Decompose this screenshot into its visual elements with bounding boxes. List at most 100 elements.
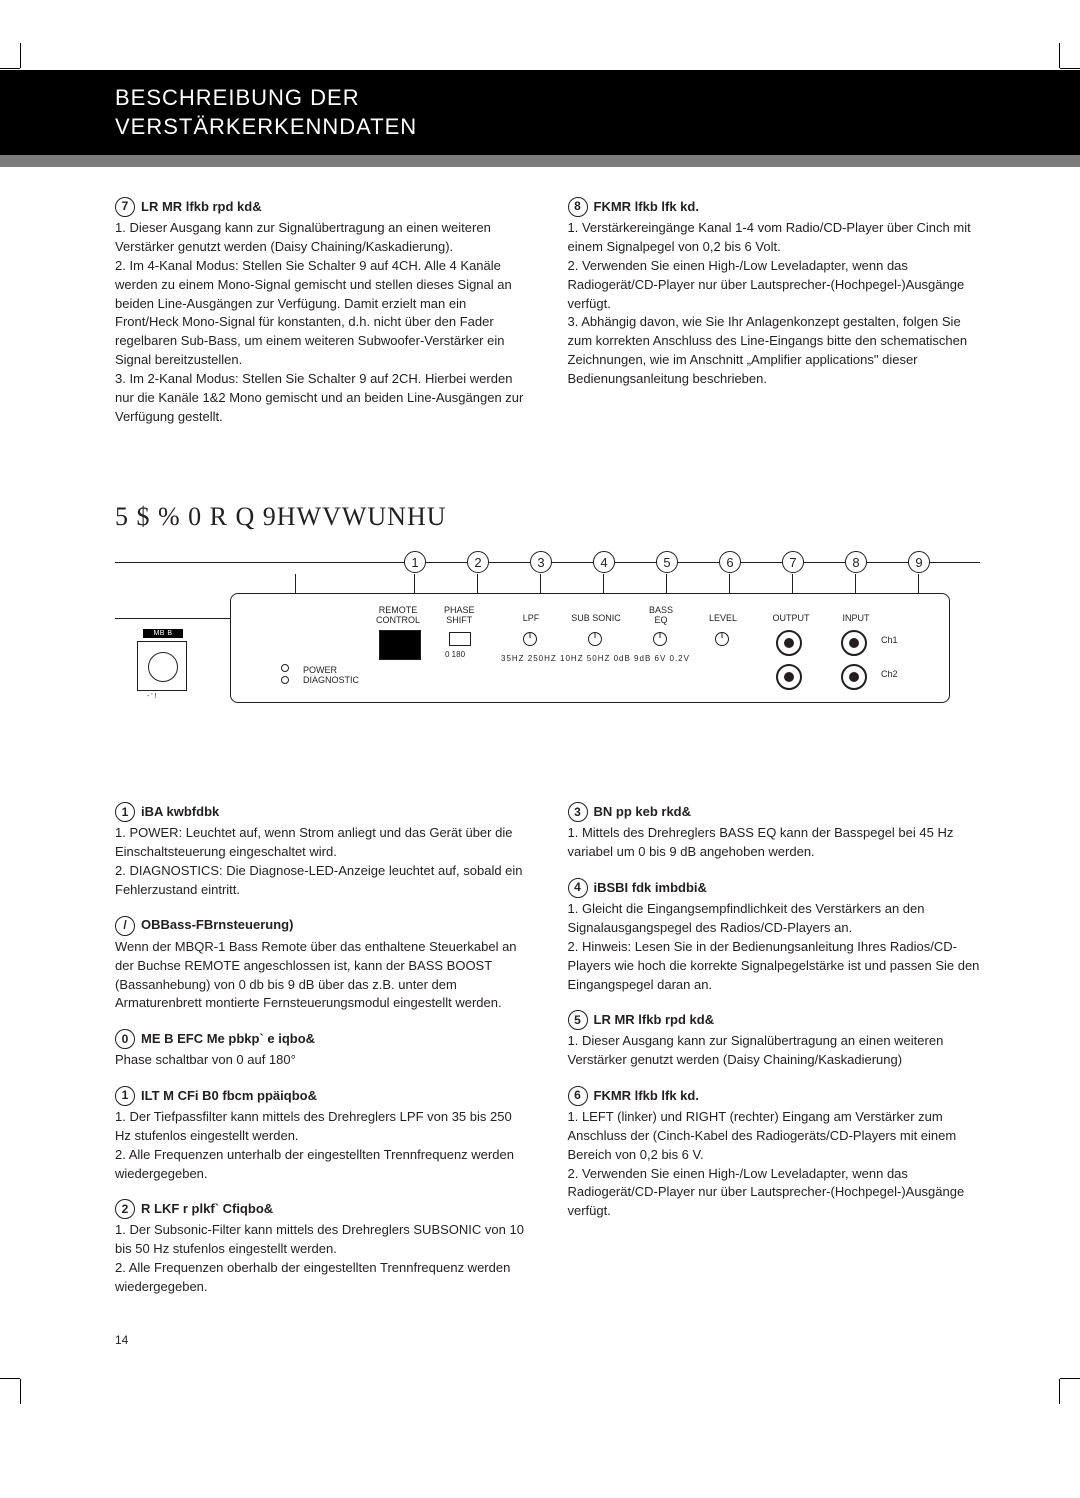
callout-9: 9 (908, 551, 930, 573)
callout-8: 8 (845, 551, 867, 573)
item-8: 8 FKMR lfkb lfk kd. 1. Verstärkereingäng… (568, 197, 981, 389)
output-label: OUTPUT (766, 614, 816, 624)
remote-label: REMOTE CONTROL (376, 606, 420, 626)
item-title: ILT M CFi B0 fbcm ppäiqbo& (141, 1087, 317, 1106)
num-circle: 5 (568, 1010, 588, 1030)
item-body: 1. Dieser Ausgang kann zur Signalübertra… (115, 219, 528, 426)
top-right-col: 8 FKMR lfkb lfk kd. 1. Verstärkereingäng… (568, 197, 981, 442)
num-circle: 7 (115, 197, 135, 217)
item-body: 1. Gleicht die Eingangsempfindlichkeit d… (568, 900, 981, 994)
list-item: 5 LR MR lfkb rpd kd&1. Dieser Ausgang kan… (568, 1010, 981, 1070)
item-title: FKMR lfkb lfk kd. (594, 1087, 699, 1106)
gain-knob (137, 641, 187, 691)
power-label: POWER DIAGNOSTIC (303, 666, 359, 686)
page: BESCHREIBUNG DER VERSTÄRKERKENNDATEN 7 L… (0, 70, 1080, 1377)
num-circle: 8 (568, 197, 588, 217)
callout-numbers: 1 2 3 4 5 6 7 8 9 (404, 551, 930, 573)
list-item: 1 iBA kwbfdbk 1. POWER: Leuchtet auf, wenn… (115, 802, 528, 899)
list-item: / OBBass-FBrnsteuerung) Wenn der MBQR-1 B… (115, 916, 528, 1013)
diag-led (281, 676, 289, 684)
item-body: Phase schaltbar von 0 auf 180° (115, 1051, 528, 1070)
output-rca-1 (776, 630, 802, 656)
callout-6: 6 (719, 551, 741, 573)
callout-5: 5 (656, 551, 678, 573)
range-label: 35HZ 250HZ 10HZ 50HZ 0dB 9dB 6V 0.2V (501, 654, 690, 663)
item-title: LR MR lfkb rpd kd& (594, 1011, 715, 1030)
item-body: 1. Verstärkereingänge Kanal 1-4 vom Radi… (568, 219, 981, 389)
callout-4: 4 (593, 551, 615, 573)
phase-label: PHASE SHIFT (444, 606, 475, 626)
amplifier-diagram: 1 2 3 4 5 6 7 8 9 MB B - ' ! POWER D (115, 562, 980, 762)
item-title: FKMR lfkb lfk kd. (594, 198, 699, 217)
bottom-left-col: 1 iBA kwbfdbk 1. POWER: Leuchtet auf, wenn… (115, 802, 528, 1312)
gain-label: MB B (143, 629, 183, 638)
item-title: BN pp keb rkd& (594, 803, 692, 822)
lpf-knob (523, 632, 537, 646)
phase-range: 0 180 (445, 650, 465, 659)
power-led (281, 664, 289, 672)
crop-mark (20, 1359, 50, 1389)
subsonic-label: SUB SONIC (566, 614, 626, 624)
page-number: 14 (115, 1333, 980, 1347)
item-title: R LKF r plkf` Cfiqbo& (141, 1200, 273, 1219)
level-knob (715, 632, 729, 646)
list-item: 2 R LKF r plkf` Cfiqbo&1. Der Subsonic-F… (115, 1199, 528, 1296)
item-title: OBBass-FBrnsteuerung) (141, 916, 293, 935)
num-circle: 4 (568, 878, 588, 898)
num-circle: 2 (115, 1199, 135, 1219)
basseq-label: BASS EQ (641, 606, 681, 626)
callout-3: 3 (530, 551, 552, 573)
item-title: iBSBI fdk imbdbi& (594, 879, 707, 898)
item-title: iBA kwbfdbk (141, 803, 219, 822)
panel-side-line (115, 618, 235, 619)
header-line1: BESCHREIBUNG DER (115, 84, 1080, 113)
output-rca-2 (776, 664, 802, 690)
crop-mark (1030, 58, 1060, 88)
num-circle: 1 (115, 802, 135, 822)
num-circle: 1 (115, 1086, 135, 1106)
level-label: LEVEL (703, 614, 743, 624)
input-rca-2 (841, 664, 867, 690)
list-item: 1 ILT M CFi B0 fbcm ppäiqbo&1. Der Tiefp… (115, 1086, 528, 1183)
crop-mark (20, 58, 50, 88)
item-body: 1. POWER: Leuchtet auf, wenn Strom anlie… (115, 824, 528, 899)
top-left-col: 7 LR MR lfkb rpd kd& 1. Dieser Ausgang k… (115, 197, 528, 442)
gain-sub: - ' ! (147, 693, 157, 700)
item-body: 1. Mittels des Drehreglers BASS EQ kann … (568, 824, 981, 862)
callout-1: 1 (404, 551, 426, 573)
item-title: ME B EFC Me pbkp` e iqbo& (141, 1030, 315, 1049)
list-item: 4 iBSBI fdk imbdbi&1. Gleicht die Eingang… (568, 878, 981, 994)
phase-switch (449, 632, 471, 646)
ch1-label: Ch1 (881, 636, 898, 646)
top-section: 7 LR MR lfkb rpd kd& 1. Dieser Ausgang k… (115, 197, 980, 442)
list-item: 6 FKMR lfkb lfk kd. 1. LEFT (linker) und R… (568, 1086, 981, 1221)
item-body: 1. Dieser Ausgang kann zur Signalübertra… (568, 1032, 981, 1070)
num-circle: 0 (115, 1029, 135, 1049)
lpf-label: LPF (511, 614, 551, 624)
header-line2: VERSTÄRKERKENNDATEN (115, 113, 1080, 142)
product-title: 5 $ % 0 R Q 9HWVWUNHU (115, 502, 980, 532)
subsonic-knob (588, 632, 602, 646)
item-title: LR MR lfkb rpd kd& (141, 198, 262, 217)
callout-7: 7 (782, 551, 804, 573)
item-body: 1. Der Tiefpassfilter kann mittels des D… (115, 1108, 528, 1183)
input-label: INPUT (836, 614, 876, 624)
amp-panel: POWER DIAGNOSTIC REMOTE CONTROL PHASE SH… (230, 593, 950, 703)
remote-port (379, 630, 421, 660)
crop-mark (1030, 1359, 1060, 1389)
item-body: 1. LEFT (linker) und RIGHT (rechter) Ein… (568, 1108, 981, 1221)
header-band: BESCHREIBUNG DER VERSTÄRKERKENNDATEN (0, 70, 1080, 155)
num-circle: 3 (568, 802, 588, 822)
basseq-knob (653, 632, 667, 646)
ch2-label: Ch2 (881, 670, 898, 680)
num-circle: 6 (568, 1086, 588, 1106)
list-item: 0 ME B EFC Me pbkp` e iqbo&Phase schaltba… (115, 1029, 528, 1070)
list-item: 3 BN pp keb rkd&1. Mittels des Drehregle… (568, 802, 981, 862)
gray-band (0, 155, 1080, 167)
bottom-section: 1 iBA kwbfdbk 1. POWER: Leuchtet auf, wenn… (115, 802, 980, 1312)
callout-2: 2 (467, 551, 489, 573)
item-body: Wenn der MBQR-1 Bass Remote über das ent… (115, 938, 528, 1013)
num-circle: / (115, 916, 135, 936)
input-rca-1 (841, 630, 867, 656)
bottom-right-col: 3 BN pp keb rkd&1. Mittels des Drehregle… (568, 802, 981, 1312)
